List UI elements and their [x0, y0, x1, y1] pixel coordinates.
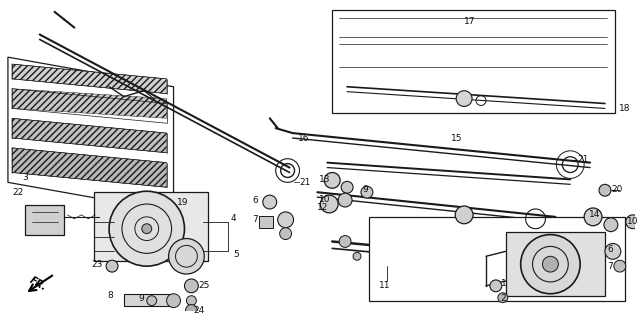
Text: 3: 3 — [22, 173, 28, 182]
Ellipse shape — [353, 252, 361, 260]
Ellipse shape — [184, 279, 198, 293]
Text: 14: 14 — [589, 210, 600, 219]
Text: 7: 7 — [607, 262, 612, 271]
Polygon shape — [12, 148, 166, 187]
Ellipse shape — [614, 260, 626, 272]
Text: 9: 9 — [362, 185, 368, 194]
Text: 18: 18 — [619, 104, 630, 113]
Text: 8: 8 — [107, 291, 113, 300]
Ellipse shape — [278, 212, 294, 228]
Ellipse shape — [599, 184, 611, 196]
Text: 7: 7 — [252, 215, 258, 224]
Text: 23: 23 — [92, 260, 102, 269]
Polygon shape — [124, 294, 173, 306]
Ellipse shape — [339, 236, 351, 247]
Ellipse shape — [166, 294, 180, 307]
Text: 6: 6 — [607, 245, 612, 254]
Ellipse shape — [490, 280, 502, 292]
Polygon shape — [332, 10, 615, 113]
Ellipse shape — [280, 228, 292, 239]
Text: 20: 20 — [611, 185, 622, 194]
Text: 1: 1 — [501, 279, 507, 289]
Ellipse shape — [147, 296, 157, 306]
Text: 11: 11 — [379, 281, 390, 290]
Ellipse shape — [605, 243, 621, 259]
Ellipse shape — [106, 260, 118, 272]
Text: 21: 21 — [300, 178, 311, 187]
Ellipse shape — [142, 224, 152, 234]
Ellipse shape — [543, 256, 558, 272]
Ellipse shape — [341, 181, 353, 193]
Text: 9: 9 — [139, 294, 145, 303]
Polygon shape — [25, 205, 65, 235]
Text: 6: 6 — [252, 196, 258, 205]
Ellipse shape — [321, 195, 338, 213]
Text: 5: 5 — [233, 250, 239, 259]
Polygon shape — [339, 18, 607, 37]
Polygon shape — [12, 118, 166, 153]
Polygon shape — [506, 232, 605, 296]
Ellipse shape — [338, 193, 352, 207]
Ellipse shape — [263, 195, 276, 209]
Text: 10: 10 — [319, 195, 331, 203]
Ellipse shape — [455, 206, 473, 224]
Polygon shape — [369, 217, 625, 301]
Text: 13: 13 — [319, 175, 331, 184]
Ellipse shape — [521, 235, 580, 294]
Text: 17: 17 — [464, 17, 476, 26]
Polygon shape — [339, 44, 607, 67]
Text: 21: 21 — [577, 155, 589, 164]
Polygon shape — [12, 89, 166, 118]
Ellipse shape — [456, 91, 472, 106]
Polygon shape — [12, 64, 166, 94]
Text: 25: 25 — [198, 281, 210, 290]
Ellipse shape — [604, 218, 618, 232]
Text: 19: 19 — [177, 198, 188, 207]
Text: 12: 12 — [317, 203, 329, 211]
Text: FR.: FR. — [28, 275, 48, 293]
Text: 2: 2 — [501, 294, 506, 303]
Ellipse shape — [186, 305, 197, 315]
Ellipse shape — [168, 238, 204, 274]
Ellipse shape — [361, 186, 373, 198]
Text: 22: 22 — [12, 188, 23, 197]
Polygon shape — [8, 57, 173, 212]
Text: 16: 16 — [298, 134, 309, 142]
Ellipse shape — [584, 208, 602, 226]
Ellipse shape — [109, 191, 184, 266]
Text: 4: 4 — [230, 214, 236, 223]
Text: 24: 24 — [193, 306, 205, 315]
Ellipse shape — [186, 296, 196, 306]
Ellipse shape — [324, 173, 340, 188]
Text: 15: 15 — [451, 134, 463, 142]
Ellipse shape — [626, 215, 639, 229]
Ellipse shape — [498, 293, 508, 303]
Text: 10: 10 — [627, 217, 638, 226]
Polygon shape — [259, 216, 273, 228]
Polygon shape — [94, 192, 208, 261]
